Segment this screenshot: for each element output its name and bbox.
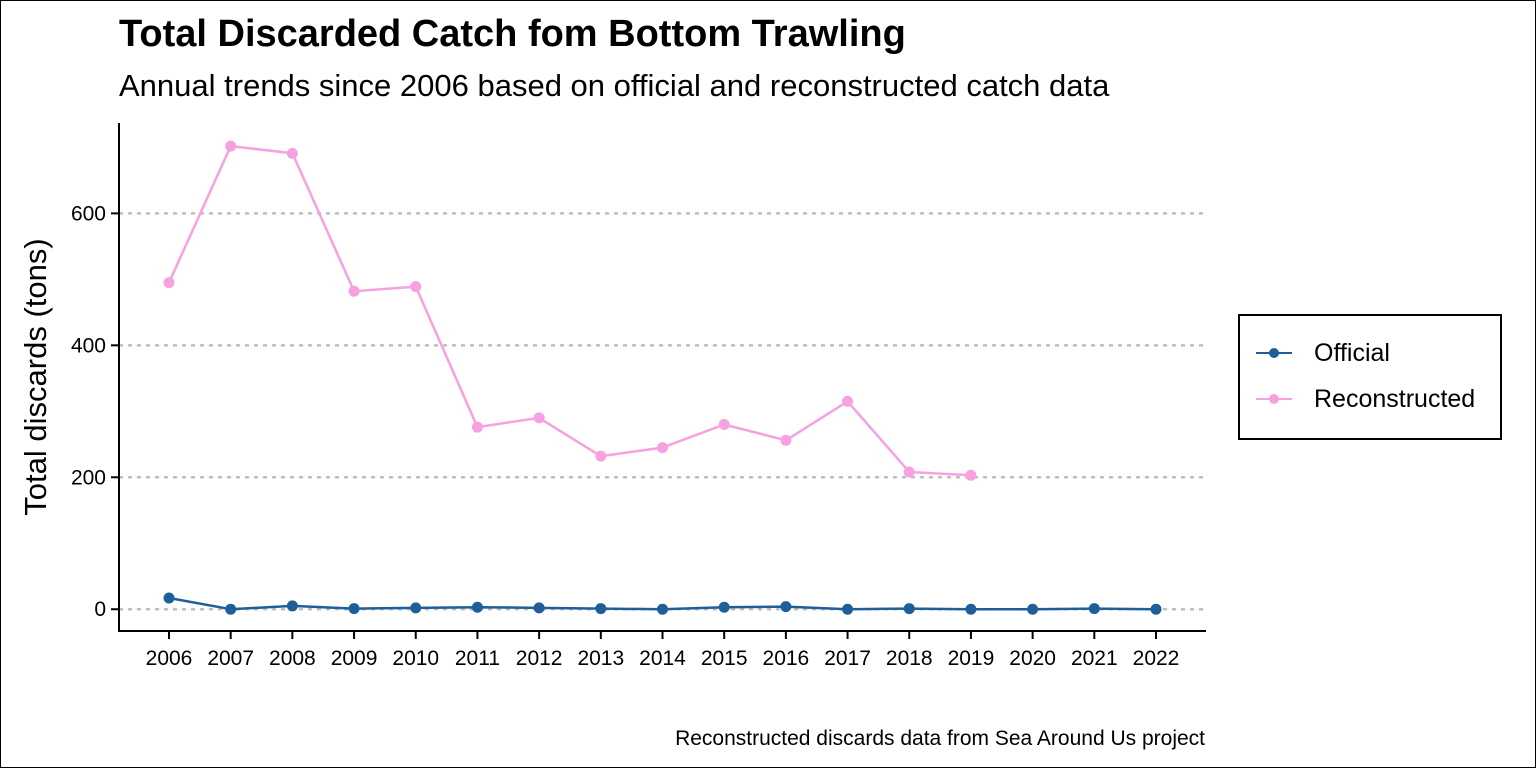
point-official-2009 bbox=[348, 603, 360, 615]
point-reconstructed-2011 bbox=[471, 421, 483, 433]
point-official-2022 bbox=[1150, 603, 1162, 615]
series-lines bbox=[163, 140, 1162, 615]
point-official-2011 bbox=[471, 601, 483, 613]
y-axis-title: Total discards (tons) bbox=[18, 238, 53, 515]
x-tick-label-2016: 2016 bbox=[763, 647, 810, 670]
point-official-2016 bbox=[780, 601, 792, 613]
legend-label-official: Official bbox=[1314, 338, 1390, 367]
point-official-2010 bbox=[410, 602, 422, 614]
x-tick-label-2015: 2015 bbox=[701, 647, 748, 670]
x-tick-label-2008: 2008 bbox=[269, 647, 316, 670]
y-tick-label-400: 400 bbox=[71, 334, 106, 357]
point-official-2013 bbox=[595, 603, 607, 615]
x-tick-label-2014: 2014 bbox=[639, 647, 686, 670]
x-tick-label-2018: 2018 bbox=[886, 647, 933, 670]
point-official-2017 bbox=[842, 603, 854, 615]
point-reconstructed-2017 bbox=[842, 395, 854, 407]
point-reconstructed-2007 bbox=[225, 140, 237, 152]
legend-key-official bbox=[1256, 343, 1292, 363]
point-official-2006 bbox=[163, 592, 175, 604]
x-tick-label-2022: 2022 bbox=[1133, 647, 1180, 670]
x-tick-label-2006: 2006 bbox=[146, 647, 193, 670]
chart-title: Total Discarded Catch fom Bottom Trawlin… bbox=[119, 13, 906, 55]
point-official-2019 bbox=[965, 603, 977, 615]
chart-subtitle: Annual trends since 2006 based on offici… bbox=[119, 68, 1110, 103]
legend-label-reconstructed: Reconstructed bbox=[1314, 384, 1476, 413]
chart-caption: Reconstructed discards data from Sea Aro… bbox=[675, 727, 1205, 750]
x-tick-label-2011: 2011 bbox=[455, 647, 500, 670]
legend-key-reconstructed bbox=[1256, 389, 1292, 409]
point-official-2008 bbox=[286, 600, 298, 612]
point-official-2020 bbox=[1027, 603, 1039, 615]
point-official-2015 bbox=[718, 601, 730, 613]
legend: Official Reconstructed bbox=[1238, 314, 1502, 440]
legend-item-reconstructed: Reconstructed bbox=[1256, 382, 1475, 416]
x-tick-label-2010: 2010 bbox=[392, 647, 439, 670]
point-reconstructed-2013 bbox=[595, 450, 607, 462]
point-reconstructed-2006 bbox=[163, 277, 175, 289]
series-line-reconstructed bbox=[167, 144, 971, 477]
point-official-2018 bbox=[903, 603, 915, 615]
x-tick-label-2021: 2021 bbox=[1071, 647, 1118, 670]
point-reconstructed-2018 bbox=[903, 466, 915, 478]
point-reconstructed-2015 bbox=[718, 419, 730, 431]
legend-item-official: Official bbox=[1256, 336, 1390, 370]
point-official-2021 bbox=[1088, 603, 1100, 615]
point-official-2007 bbox=[225, 603, 237, 615]
point-reconstructed-2019 bbox=[965, 469, 977, 481]
x-tick-label-2013: 2013 bbox=[577, 647, 624, 670]
y-tick-label-600: 600 bbox=[71, 202, 106, 225]
y-tick-label-0: 0 bbox=[94, 598, 106, 621]
point-reconstructed-2008 bbox=[286, 147, 298, 159]
grid-lines bbox=[118, 212, 1208, 611]
x-tick-label-2020: 2020 bbox=[1009, 647, 1056, 670]
y-tick-label-200: 200 bbox=[71, 466, 106, 489]
x-tick-label-2012: 2012 bbox=[516, 647, 563, 670]
point-reconstructed-2009 bbox=[348, 285, 360, 297]
x-tick-label-2017: 2017 bbox=[824, 647, 871, 670]
point-reconstructed-2010 bbox=[410, 281, 422, 293]
point-official-2012 bbox=[533, 602, 545, 614]
point-reconstructed-2014 bbox=[657, 442, 668, 454]
point-reconstructed-2012 bbox=[533, 412, 545, 424]
point-reconstructed-2016 bbox=[780, 434, 792, 446]
x-tick-label-2009: 2009 bbox=[331, 647, 378, 670]
axis-ticks: 0 200 400 600 2006 2007 2008 2009 2010 2011 2012 20… bbox=[71, 202, 1179, 670]
x-tick-label-2007: 2007 bbox=[207, 647, 254, 670]
x-tick-label-2019: 2019 bbox=[948, 647, 995, 670]
point-official-2014 bbox=[657, 603, 668, 615]
